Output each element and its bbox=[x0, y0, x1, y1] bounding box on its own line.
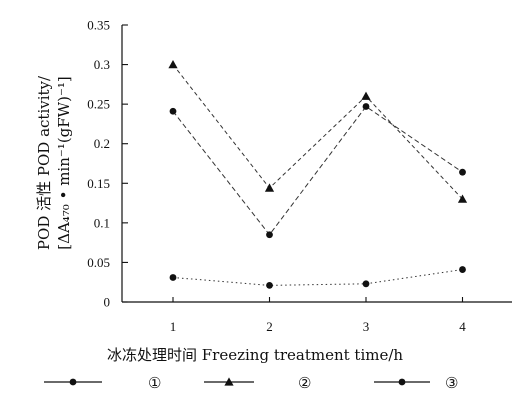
legend-marker bbox=[398, 378, 406, 386]
x-tick-label: 1 bbox=[170, 319, 177, 334]
legend-marker bbox=[69, 378, 77, 386]
y-tick-label: 0.15 bbox=[87, 176, 110, 191]
y-tick-label: 0 bbox=[104, 295, 111, 310]
legend-label: ① bbox=[148, 374, 161, 392]
y-tick-label: 0.35 bbox=[87, 18, 110, 33]
data-point bbox=[168, 59, 178, 69]
legend-item-2: ② bbox=[204, 374, 311, 392]
y-tick-label: 0.2 bbox=[94, 136, 110, 151]
data-point bbox=[169, 107, 177, 115]
data-point bbox=[266, 231, 273, 239]
y-tick-label: 0.05 bbox=[87, 255, 110, 270]
legend-label: ③ bbox=[445, 374, 458, 392]
data-point bbox=[264, 183, 275, 192]
data-point bbox=[266, 281, 273, 289]
y-ticks: 0 0.05 0.1 0.15 0.2 0.25 0.3 0.35 bbox=[87, 18, 128, 310]
y-tick-label: 0.1 bbox=[94, 215, 110, 230]
data-point bbox=[457, 194, 468, 203]
data-point bbox=[362, 103, 370, 110]
x-tick-label: 2 bbox=[266, 319, 273, 334]
series-layer bbox=[168, 59, 468, 289]
data-point bbox=[361, 91, 371, 100]
y-axis-title-line-2: [ΔA₄₇₀ • min⁻¹(gFW)⁻¹] bbox=[55, 76, 73, 249]
series-line bbox=[172, 269, 463, 286]
y-tick-label: 0.3 bbox=[94, 57, 110, 72]
legend-item-3: ③ bbox=[374, 374, 458, 392]
series-1 bbox=[169, 266, 466, 289]
x-tick-label: 3 bbox=[363, 319, 370, 334]
data-point bbox=[169, 274, 177, 281]
x-tick-label: 4 bbox=[459, 319, 466, 334]
data-point bbox=[459, 266, 466, 273]
series-line bbox=[172, 64, 463, 200]
legend-marker bbox=[224, 377, 234, 386]
x-ticks: 1 2 3 4 bbox=[170, 297, 466, 334]
legend: ① ② ③ bbox=[44, 374, 458, 392]
series-2 bbox=[168, 59, 468, 203]
data-point bbox=[459, 168, 466, 176]
series-line bbox=[172, 105, 463, 236]
legend-label: ② bbox=[298, 374, 311, 392]
x-axis-title: 冰冻处理时间 Freezing treatment time/h bbox=[107, 346, 403, 364]
data-point bbox=[362, 280, 370, 288]
y-tick-label: 0.25 bbox=[87, 97, 110, 112]
y-axis-title-line-1: POD 活性 POD activity/ bbox=[35, 75, 53, 250]
legend-item-1: ① bbox=[44, 374, 161, 392]
series-3 bbox=[169, 103, 466, 239]
y-axis-title: POD 活性 POD activity/ [ΔA₄₇₀ • min⁻¹(gFW)… bbox=[35, 75, 73, 250]
axes bbox=[121, 25, 512, 303]
